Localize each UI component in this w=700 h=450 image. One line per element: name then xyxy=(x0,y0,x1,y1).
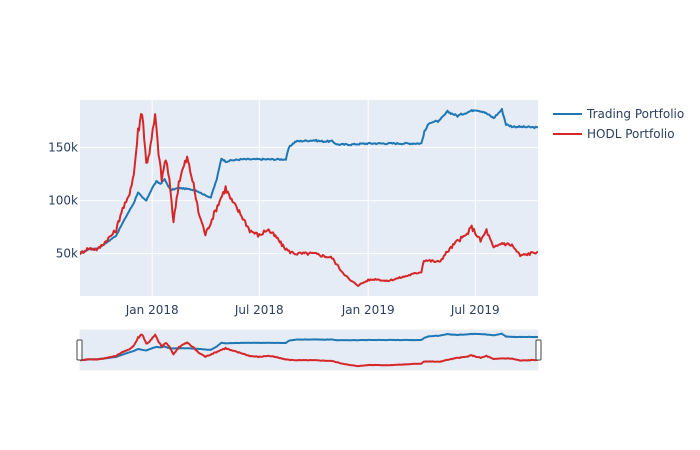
range-slider-line-trading xyxy=(80,332,538,362)
legend-label-hodl: HODL Portfolio xyxy=(587,127,675,141)
range-slider[interactable] xyxy=(76,329,542,371)
x-tick-label: Jul 2018 xyxy=(234,303,284,317)
plot-area xyxy=(80,100,538,296)
series-line-trading xyxy=(80,107,538,255)
x-tick-label: Jan 2018 xyxy=(125,303,179,317)
y-tick-label: 100k xyxy=(48,194,78,208)
y-tick-label: 150k xyxy=(48,141,78,155)
legend[interactable]: Trading Portfolio HODL Portfolio xyxy=(553,107,684,141)
y-tick-label: 50k xyxy=(56,247,78,261)
series-group xyxy=(80,107,538,287)
series-line-hodl xyxy=(80,113,538,287)
x-tick-label: Jul 2019 xyxy=(450,303,500,317)
range-slider-handle-left[interactable] xyxy=(76,339,83,361)
range-slider-line-hodl xyxy=(80,333,538,368)
range-slider-series xyxy=(80,332,538,368)
x-tick-label: Jan 2019 xyxy=(341,303,395,317)
legend-item-hodl[interactable]: HODL Portfolio xyxy=(553,127,675,141)
x-tick-labels: Jan 2018 Jul 2018 Jan 2019 Jul 2019 xyxy=(125,303,500,317)
legend-item-trading[interactable]: Trading Portfolio xyxy=(553,107,684,121)
range-slider-handle-right[interactable] xyxy=(535,339,542,361)
y-tick-labels: 50k 100k 150k xyxy=(48,141,78,261)
legend-label-trading: Trading Portfolio xyxy=(586,107,684,121)
